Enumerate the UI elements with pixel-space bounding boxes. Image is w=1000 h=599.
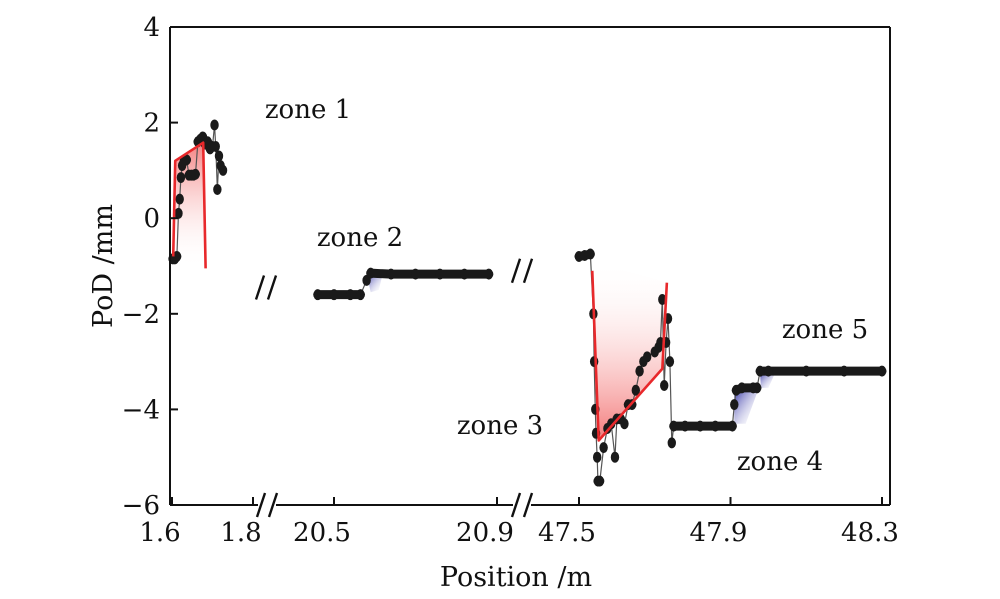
data-break-1 xyxy=(254,271,278,304)
y-tick-label: −4 xyxy=(122,395,160,425)
data-point xyxy=(182,154,191,166)
data-point xyxy=(635,365,644,377)
data-point xyxy=(595,475,605,487)
data-point xyxy=(631,384,641,396)
data-point xyxy=(658,293,667,305)
axis-break-slash xyxy=(522,258,534,284)
data-point xyxy=(411,268,420,280)
data-point xyxy=(211,141,220,152)
y-tick-label: −2 xyxy=(122,300,160,330)
data-point xyxy=(877,365,887,377)
data-point xyxy=(839,365,849,377)
data-point xyxy=(730,399,739,411)
y-tick-label: 0 xyxy=(143,204,160,234)
fit-line xyxy=(171,141,207,269)
axis-break-slash xyxy=(267,492,279,518)
data-point xyxy=(586,248,595,260)
data-point xyxy=(214,150,224,162)
data-point xyxy=(728,420,737,432)
x-axis-break-1 xyxy=(255,489,279,521)
axis-break-slash xyxy=(254,275,266,300)
axis-break-slash xyxy=(266,275,278,300)
data-point xyxy=(737,382,747,394)
x-tick-label: 47.5 xyxy=(538,518,596,548)
zone-label-2: zone 2 xyxy=(317,223,403,253)
fit-line xyxy=(590,270,669,442)
data-point xyxy=(764,365,773,377)
data-point xyxy=(711,420,720,432)
data-point xyxy=(660,380,669,391)
data-point xyxy=(366,267,375,279)
data-point xyxy=(696,420,705,432)
zone-3-shading xyxy=(592,261,667,441)
data-point xyxy=(610,451,620,463)
x-tick-label: 48.3 xyxy=(841,518,899,548)
data-point xyxy=(599,442,608,454)
y-tick-label: −6 xyxy=(122,491,160,521)
data-point xyxy=(356,289,365,301)
data-point xyxy=(665,356,675,368)
axis-break-slash xyxy=(510,492,522,518)
data-point xyxy=(620,418,629,430)
data-point xyxy=(175,193,184,205)
data-point xyxy=(191,168,200,180)
data-point xyxy=(642,351,652,363)
plot-frame xyxy=(169,26,891,521)
data-point xyxy=(435,268,445,280)
x-tick-label: 20.9 xyxy=(456,518,514,548)
data-point xyxy=(329,289,339,301)
data-point xyxy=(484,268,494,280)
data-point xyxy=(755,365,765,377)
data-point xyxy=(210,119,219,131)
data-point xyxy=(667,437,676,449)
x-axis-break-2 xyxy=(510,489,534,521)
data-point xyxy=(218,164,228,176)
data-point xyxy=(213,184,222,196)
y-tick-label: 2 xyxy=(143,109,160,139)
y-tick-label: 4 xyxy=(143,13,160,43)
data-point xyxy=(313,289,322,301)
data-point xyxy=(172,250,182,262)
data-point xyxy=(174,207,183,219)
fit-lines-layer xyxy=(171,141,669,442)
axis-break-slash xyxy=(255,492,267,518)
axis-break-slash xyxy=(522,492,534,518)
data-point xyxy=(176,172,186,184)
data-point xyxy=(669,420,678,432)
x-axis-title: Position /m xyxy=(440,562,592,593)
data-point xyxy=(752,382,762,394)
data-points-layer xyxy=(168,119,887,487)
y-axis-title: PoD /mm xyxy=(88,204,119,328)
data-point xyxy=(802,365,811,377)
step-shading xyxy=(734,387,759,424)
data-break-2 xyxy=(510,254,534,287)
labels-layer: 4 2 0 −2 −4 −61.6 1.8 20.5 20.9 47.5 47.9 48.3 Posit… xyxy=(88,13,899,593)
data-point xyxy=(592,451,602,463)
data-point xyxy=(680,420,690,432)
x-tick-label: 47.9 xyxy=(690,518,748,548)
data-point xyxy=(386,268,396,280)
zone-label-3: zone 3 xyxy=(457,411,543,441)
x-tick-label: 1.8 xyxy=(220,518,261,548)
data-point xyxy=(346,289,355,301)
zone-label-5: zone 5 xyxy=(782,315,868,345)
x-tick-label: 1.6 xyxy=(139,518,180,548)
zone-label-1: zone 1 xyxy=(265,95,351,125)
zone-label-4: zone 4 xyxy=(737,447,823,477)
x-tick-label: 20.5 xyxy=(293,518,351,548)
axis-break-slash xyxy=(510,258,522,284)
data-point xyxy=(460,268,469,280)
